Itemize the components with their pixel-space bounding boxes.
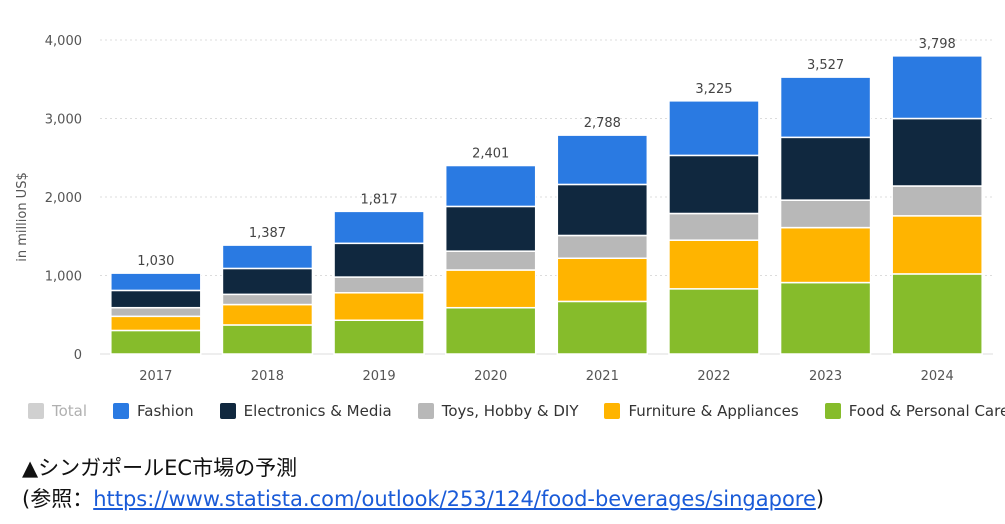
- bar-segment-2021-3: [556, 183, 649, 237]
- chart-svg: 0 1,000 2,000 3,000 4,000 in million US$ 1,030…: [15, 34, 993, 384]
- bar-segment-2020-1: [444, 269, 537, 309]
- bar-segment-2021-0: [556, 300, 649, 355]
- caption-source: (参照：https://www.statista.com/outlook/253…: [22, 483, 824, 513]
- bar-segment-2023-3: [779, 136, 872, 201]
- bar-segment-2017-1: [110, 315, 202, 332]
- bar-segment-2017-3: [110, 289, 202, 309]
- legend-item-furniture-appliances[interactable]: Furniture & Appliances: [604, 402, 799, 420]
- bar-segment-2017-4: [110, 272, 202, 292]
- y-axis-label: in million US$: [15, 172, 30, 261]
- total-label-2017: 1,030: [137, 254, 174, 269]
- bar-segment-2017-2: [110, 306, 202, 318]
- x-tick-label-2022: 2022: [697, 369, 730, 384]
- x-tick-label-2021: 2021: [586, 369, 619, 384]
- bar-segment-2019-1: [333, 292, 425, 321]
- total-label-2019: 1,817: [360, 192, 397, 207]
- legend-label-total: Total: [52, 402, 88, 420]
- bar-segment-2021-4: [556, 134, 649, 186]
- total-label-2022: 3,225: [695, 82, 732, 97]
- legend-label-toys-hobby-diy: Toys, Hobby & DIY: [441, 402, 579, 420]
- chart-legend: Total Fashion Electronics & Media Toys, …: [28, 402, 1005, 420]
- legend-item-toys-hobby-diy[interactable]: Toys, Hobby & DIY: [417, 402, 579, 420]
- bar-segment-2024-0: [891, 273, 983, 355]
- bar-segment-2023-0: [779, 281, 872, 355]
- legend-swatch-furniture-appliances: [604, 403, 621, 419]
- bar-segment-2024-3: [891, 117, 983, 187]
- bar-segment-2024-2: [891, 185, 983, 217]
- bar-segment-2018-2: [221, 293, 314, 306]
- bar-segment-2024-4: [891, 55, 983, 120]
- stacked-bar-chart: 0 1,000 2,000 3,000 4,000 in million US$ 1,030…: [15, 34, 993, 384]
- legend-label-fashion: Fashion: [137, 402, 194, 420]
- bar-segment-2020-2: [444, 250, 537, 271]
- bar-segment-2019-2: [333, 276, 425, 294]
- x-tick-label-2019: 2019: [363, 369, 396, 384]
- x-tick-label-2017: 2017: [139, 369, 172, 384]
- bar-segment-2020-0: [444, 306, 537, 355]
- bar-segment-2024-1: [891, 215, 983, 275]
- caption-title: ▲シンガポールEC市場の予測: [22, 456, 298, 480]
- source-link[interactable]: https://www.statista.com/outlook/253/124…: [93, 487, 816, 511]
- bar-segment-2023-2: [779, 199, 872, 229]
- x-tick-label-2024: 2024: [921, 369, 954, 384]
- bar-segment-2018-1: [221, 303, 314, 326]
- legend-label-furniture-appliances: Furniture & Appliances: [628, 402, 799, 420]
- bar-segment-2020-3: [444, 205, 537, 252]
- y-tick-label: 0: [74, 348, 82, 363]
- legend-swatch-toys-hobby-diy: [417, 403, 434, 419]
- bar-segment-2023-4: [779, 76, 872, 139]
- bar-segment-2022-2: [668, 212, 760, 241]
- bar-segment-2020-4: [444, 164, 537, 208]
- legend-swatch-fashion: [113, 403, 130, 419]
- total-label-2020: 2,401: [472, 147, 509, 162]
- legend-swatch-total: [28, 403, 44, 419]
- bar-segment-2022-1: [668, 239, 760, 290]
- bar-segment-2019-3: [333, 242, 425, 278]
- bar-segment-2018-4: [221, 244, 314, 270]
- total-label-2023: 3,527: [807, 58, 844, 73]
- y-tick-label: 2,000: [45, 191, 82, 206]
- x-tick-label-2023: 2023: [809, 369, 842, 384]
- bar-segment-2022-3: [668, 154, 760, 215]
- legend-item-total[interactable]: Total: [28, 402, 87, 420]
- legend-swatch-electronics-media: [219, 403, 236, 419]
- total-label-2021: 2,788: [584, 116, 621, 131]
- total-label-2024: 3,798: [919, 37, 956, 52]
- x-tick-label-2018: 2018: [251, 369, 284, 384]
- bar-segment-2022-4: [668, 100, 760, 157]
- y-tick-label: 1,000: [45, 270, 82, 285]
- bar-segment-2019-0: [333, 319, 425, 355]
- bar-segment-2018-3: [221, 267, 314, 296]
- bar-segment-2023-1: [779, 226, 872, 284]
- total-label-2018: 1,387: [249, 226, 286, 241]
- y-tick-label: 4,000: [45, 34, 82, 49]
- legend-item-electronics-media[interactable]: Electronics & Media: [219, 402, 392, 420]
- bar-segment-2021-1: [556, 257, 649, 303]
- bar-segment-2022-0: [668, 288, 760, 355]
- bar-segment-2019-4: [333, 210, 425, 245]
- legend-swatch-food-personal-care: [824, 403, 841, 419]
- bar-segment-2021-2: [556, 234, 649, 259]
- legend-label-electronics-media: Electronics & Media: [243, 402, 392, 420]
- y-tick-label: 3,000: [45, 113, 82, 128]
- legend-label-food-personal-care: Food & Personal Care: [848, 402, 1005, 420]
- caption-source-suffix: ): [815, 487, 825, 511]
- caption-source-prefix: (参照：: [22, 487, 94, 511]
- bar-segment-2017-0: [110, 329, 202, 355]
- legend-item-food-personal-care[interactable]: Food & Personal Care: [824, 402, 1005, 420]
- bar-segment-2018-0: [221, 324, 314, 355]
- x-tick-label-2020: 2020: [474, 369, 507, 384]
- legend-item-fashion[interactable]: Fashion: [113, 402, 194, 420]
